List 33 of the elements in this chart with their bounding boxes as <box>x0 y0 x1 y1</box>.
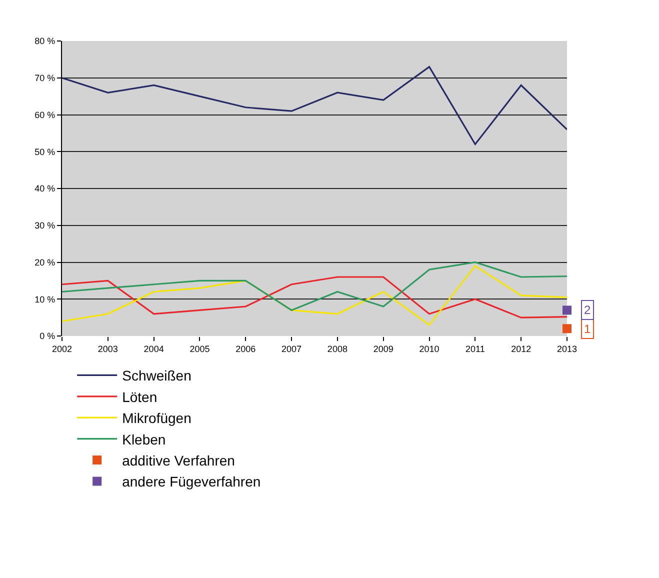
x-tick-label: 2006 <box>236 344 256 354</box>
x-tick-label: 2007 <box>282 344 302 354</box>
y-tick-label: 70 % <box>34 73 56 84</box>
x-tick-label: 2009 <box>373 344 394 354</box>
y-tick-label: 60 % <box>34 110 56 120</box>
legend-label: Kleben <box>122 431 166 448</box>
y-tick-label: 10 % <box>34 294 56 304</box>
annotation: 1 <box>584 322 591 336</box>
x-tick-label: 2005 <box>190 344 210 354</box>
y-tick-label: 0 % <box>40 331 56 342</box>
legend-label: Mikrofügen <box>122 410 192 426</box>
y-tick-label: 40 % <box>34 184 56 194</box>
y-tick-label: 80 % <box>34 36 56 46</box>
x-tick-label: 2008 <box>327 344 348 354</box>
x-tick-label: 2013 <box>556 344 578 354</box>
legend-label: Löten <box>122 388 158 405</box>
x-tick-label: 2012 <box>511 344 532 354</box>
x-tick-label: 2003 <box>98 344 118 354</box>
y-tick-label: 30 % <box>34 220 56 231</box>
legend-label: Schweißen <box>122 368 192 384</box>
y-tick-label: 50 % <box>34 146 56 157</box>
annotation: 2 <box>584 303 591 317</box>
line-series <box>62 66 567 146</box>
x-tick-label: 2002 <box>52 344 72 354</box>
y-tick-label: 20 % <box>34 257 56 268</box>
x-tick-label: 2004 <box>144 344 164 354</box>
line-series <box>62 265 567 326</box>
x-tick-label: 2011 <box>466 344 485 354</box>
line-series <box>62 276 567 318</box>
line-series <box>62 261 567 311</box>
x-tick-label: 2010 <box>419 344 440 354</box>
legend-label: additive Verfahren <box>122 452 235 468</box>
legend-label: andere Fügeverfahren <box>122 474 261 490</box>
